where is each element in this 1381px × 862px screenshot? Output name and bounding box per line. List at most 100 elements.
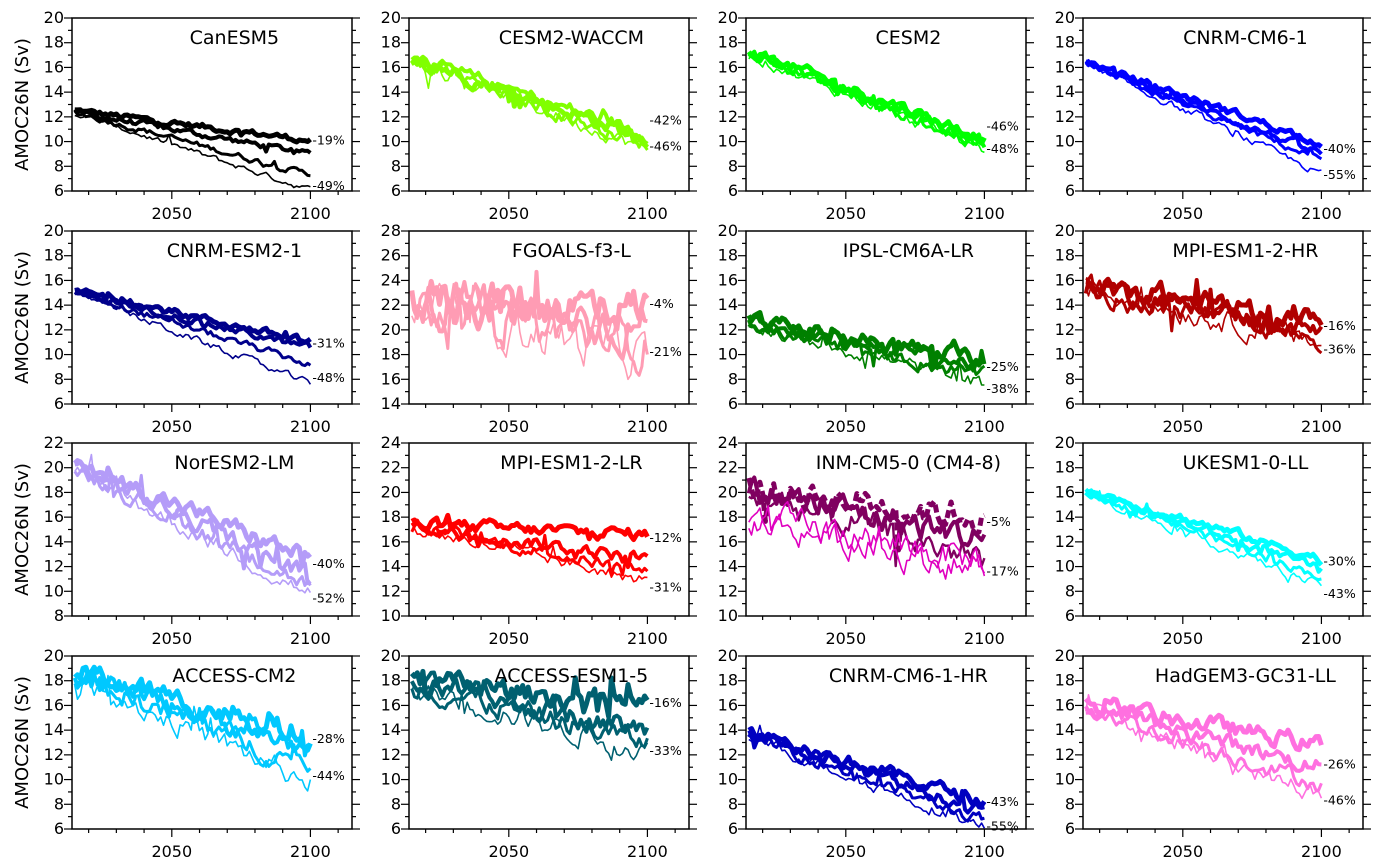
percent-label: -4% xyxy=(649,296,673,311)
y-tick-label: 6 xyxy=(728,181,738,200)
y-tick-label: 8 xyxy=(391,794,401,813)
y-tick-label: 18 xyxy=(1055,671,1075,690)
y-tick-label: 20 xyxy=(44,8,64,27)
series-line-4 xyxy=(748,500,986,574)
y-tick-label: 18 xyxy=(718,246,738,265)
x-tick-label: 2100 xyxy=(964,417,1005,436)
y-tick-label: 12 xyxy=(44,745,64,764)
percent-label: -16% xyxy=(649,695,681,710)
y-tick-label: 16 xyxy=(1055,57,1075,76)
y-tick-label: 18 xyxy=(1055,246,1075,265)
y-tick-label: 20 xyxy=(381,8,401,27)
x-tick-label: 2100 xyxy=(627,417,668,436)
series-line-2 xyxy=(747,731,985,815)
y-tick-label: 20 xyxy=(381,320,401,339)
panel-inm-cm5-0-cm4-8-: 10 12 14 16 18 20 22 24 2050 2100 INM-CM5-0 (CM4-8… xyxy=(718,433,1034,648)
y-tick-label: 14 xyxy=(381,82,401,101)
series-line-4 xyxy=(411,523,648,583)
series-line-3 xyxy=(410,282,649,377)
y-tick-label: 12 xyxy=(381,745,401,764)
y-tick-label: 20 xyxy=(381,646,401,665)
series-line-3 xyxy=(748,491,986,568)
y-tick-label: 10 xyxy=(44,345,64,364)
percent-label: -17% xyxy=(986,564,1018,579)
y-tick-label: 10 xyxy=(718,606,738,625)
panel-title: CESM2-WACCM xyxy=(499,27,644,49)
x-tick-label: 2050 xyxy=(151,204,192,223)
y-tick-label: 16 xyxy=(718,57,738,76)
percent-label: -52% xyxy=(312,591,344,606)
panel-title: MPI-ESM1-2-HR xyxy=(1172,240,1318,262)
percent-label: -33% xyxy=(649,743,681,758)
y-tick-label: 16 xyxy=(718,532,738,551)
y-tick-label: 24 xyxy=(718,433,738,452)
y-tick-label: 8 xyxy=(54,794,64,813)
series-line-4 xyxy=(1085,694,1323,800)
y-tick-label: 10 xyxy=(1055,132,1075,151)
y-tick-label: 6 xyxy=(54,819,64,838)
x-tick-label: 2050 xyxy=(825,417,866,436)
x-tick-label: 2100 xyxy=(1301,417,1342,436)
panel-title: INM-CM5-0 (CM4-8) xyxy=(816,452,1001,474)
y-tick-label: 12 xyxy=(718,581,738,600)
y-axis-label: AMOC26N (Sv) xyxy=(12,463,33,596)
y-tick-label: 6 xyxy=(728,394,738,413)
y-tick-label: 16 xyxy=(44,507,64,526)
x-tick-label: 2100 xyxy=(1301,842,1342,861)
panel-title: IPSL-CM6A-LR xyxy=(843,240,974,262)
panel-title: NorESM2-LM xyxy=(174,452,294,474)
x-tick-label: 2050 xyxy=(151,629,192,648)
panel-title: UKESM1-0-LL xyxy=(1182,452,1308,474)
y-tick-label: 10 xyxy=(718,345,738,364)
y-tick-label: 10 xyxy=(381,132,401,151)
series-line-1 xyxy=(74,287,312,345)
x-tick-label: 2050 xyxy=(825,629,866,648)
y-tick-label: 12 xyxy=(44,320,64,339)
y-tick-label: 14 xyxy=(1055,82,1075,101)
y-tick-label: 14 xyxy=(718,720,738,739)
x-tick-label: 2050 xyxy=(488,842,529,861)
series-line-2 xyxy=(1084,704,1322,773)
percent-label: -46% xyxy=(1323,793,1355,808)
x-tick-label: 2100 xyxy=(964,842,1005,861)
y-tick-label: 16 xyxy=(718,695,738,714)
y-tick-label: 20 xyxy=(1055,646,1075,665)
series-line-2 xyxy=(1084,487,1323,574)
panel-title: CNRM-CM6-1-HR xyxy=(829,665,988,687)
percent-label: -55% xyxy=(1323,167,1355,182)
y-tick-label: 18 xyxy=(1055,33,1075,52)
x-tick-label: 2100 xyxy=(1301,629,1342,648)
percent-label: -28% xyxy=(312,731,344,746)
series-line-4 xyxy=(411,282,649,381)
series-line-3 xyxy=(1085,273,1323,355)
x-tick-label: 2050 xyxy=(151,842,192,861)
y-tick-label: 22 xyxy=(44,433,64,452)
y-tick-label: 12 xyxy=(718,745,738,764)
y-tick-label: 16 xyxy=(1055,695,1075,714)
y-tick-label: 14 xyxy=(1055,720,1075,739)
series-line-4 xyxy=(748,724,986,829)
y-tick-label: 14 xyxy=(381,720,401,739)
series-line-1 xyxy=(74,107,312,145)
x-tick-label: 2050 xyxy=(488,417,529,436)
series-line-4 xyxy=(74,673,312,792)
y-tick-label: 26 xyxy=(381,246,401,265)
y-tick-label: 24 xyxy=(381,433,401,452)
y-tick-label: 12 xyxy=(44,557,64,576)
y-tick-label: 20 xyxy=(44,458,64,477)
y-tick-label: 22 xyxy=(381,295,401,314)
y-tick-label: 20 xyxy=(44,646,64,665)
series-line-3 xyxy=(747,51,986,148)
percent-label: -55% xyxy=(986,819,1018,834)
series-line-2 xyxy=(410,670,650,736)
y-tick-label: 8 xyxy=(391,156,401,175)
y-tick-label: 10 xyxy=(44,581,64,600)
y-tick-label: 8 xyxy=(54,369,64,388)
panel-cnrm-cm6-1: 6 8 10 12 14 16 18 20 2050 2100 CNRM-CM6-1 -40% -55% xyxy=(1055,8,1371,223)
y-tick-label: 8 xyxy=(728,794,738,813)
y-tick-label: 6 xyxy=(728,819,738,838)
panel-canesm5: 6 8 10 12 14 16 18 20 2050 2100 CanESM5 -19% -49% AMO… xyxy=(12,8,360,223)
y-tick-label: 20 xyxy=(718,8,738,27)
y-tick-label: 14 xyxy=(1055,295,1075,314)
panel-ukesm1-0-ll: 6 8 10 12 14 16 18 20 2050 2100 UKESM1-0-LL -30% -43… xyxy=(1055,433,1371,648)
